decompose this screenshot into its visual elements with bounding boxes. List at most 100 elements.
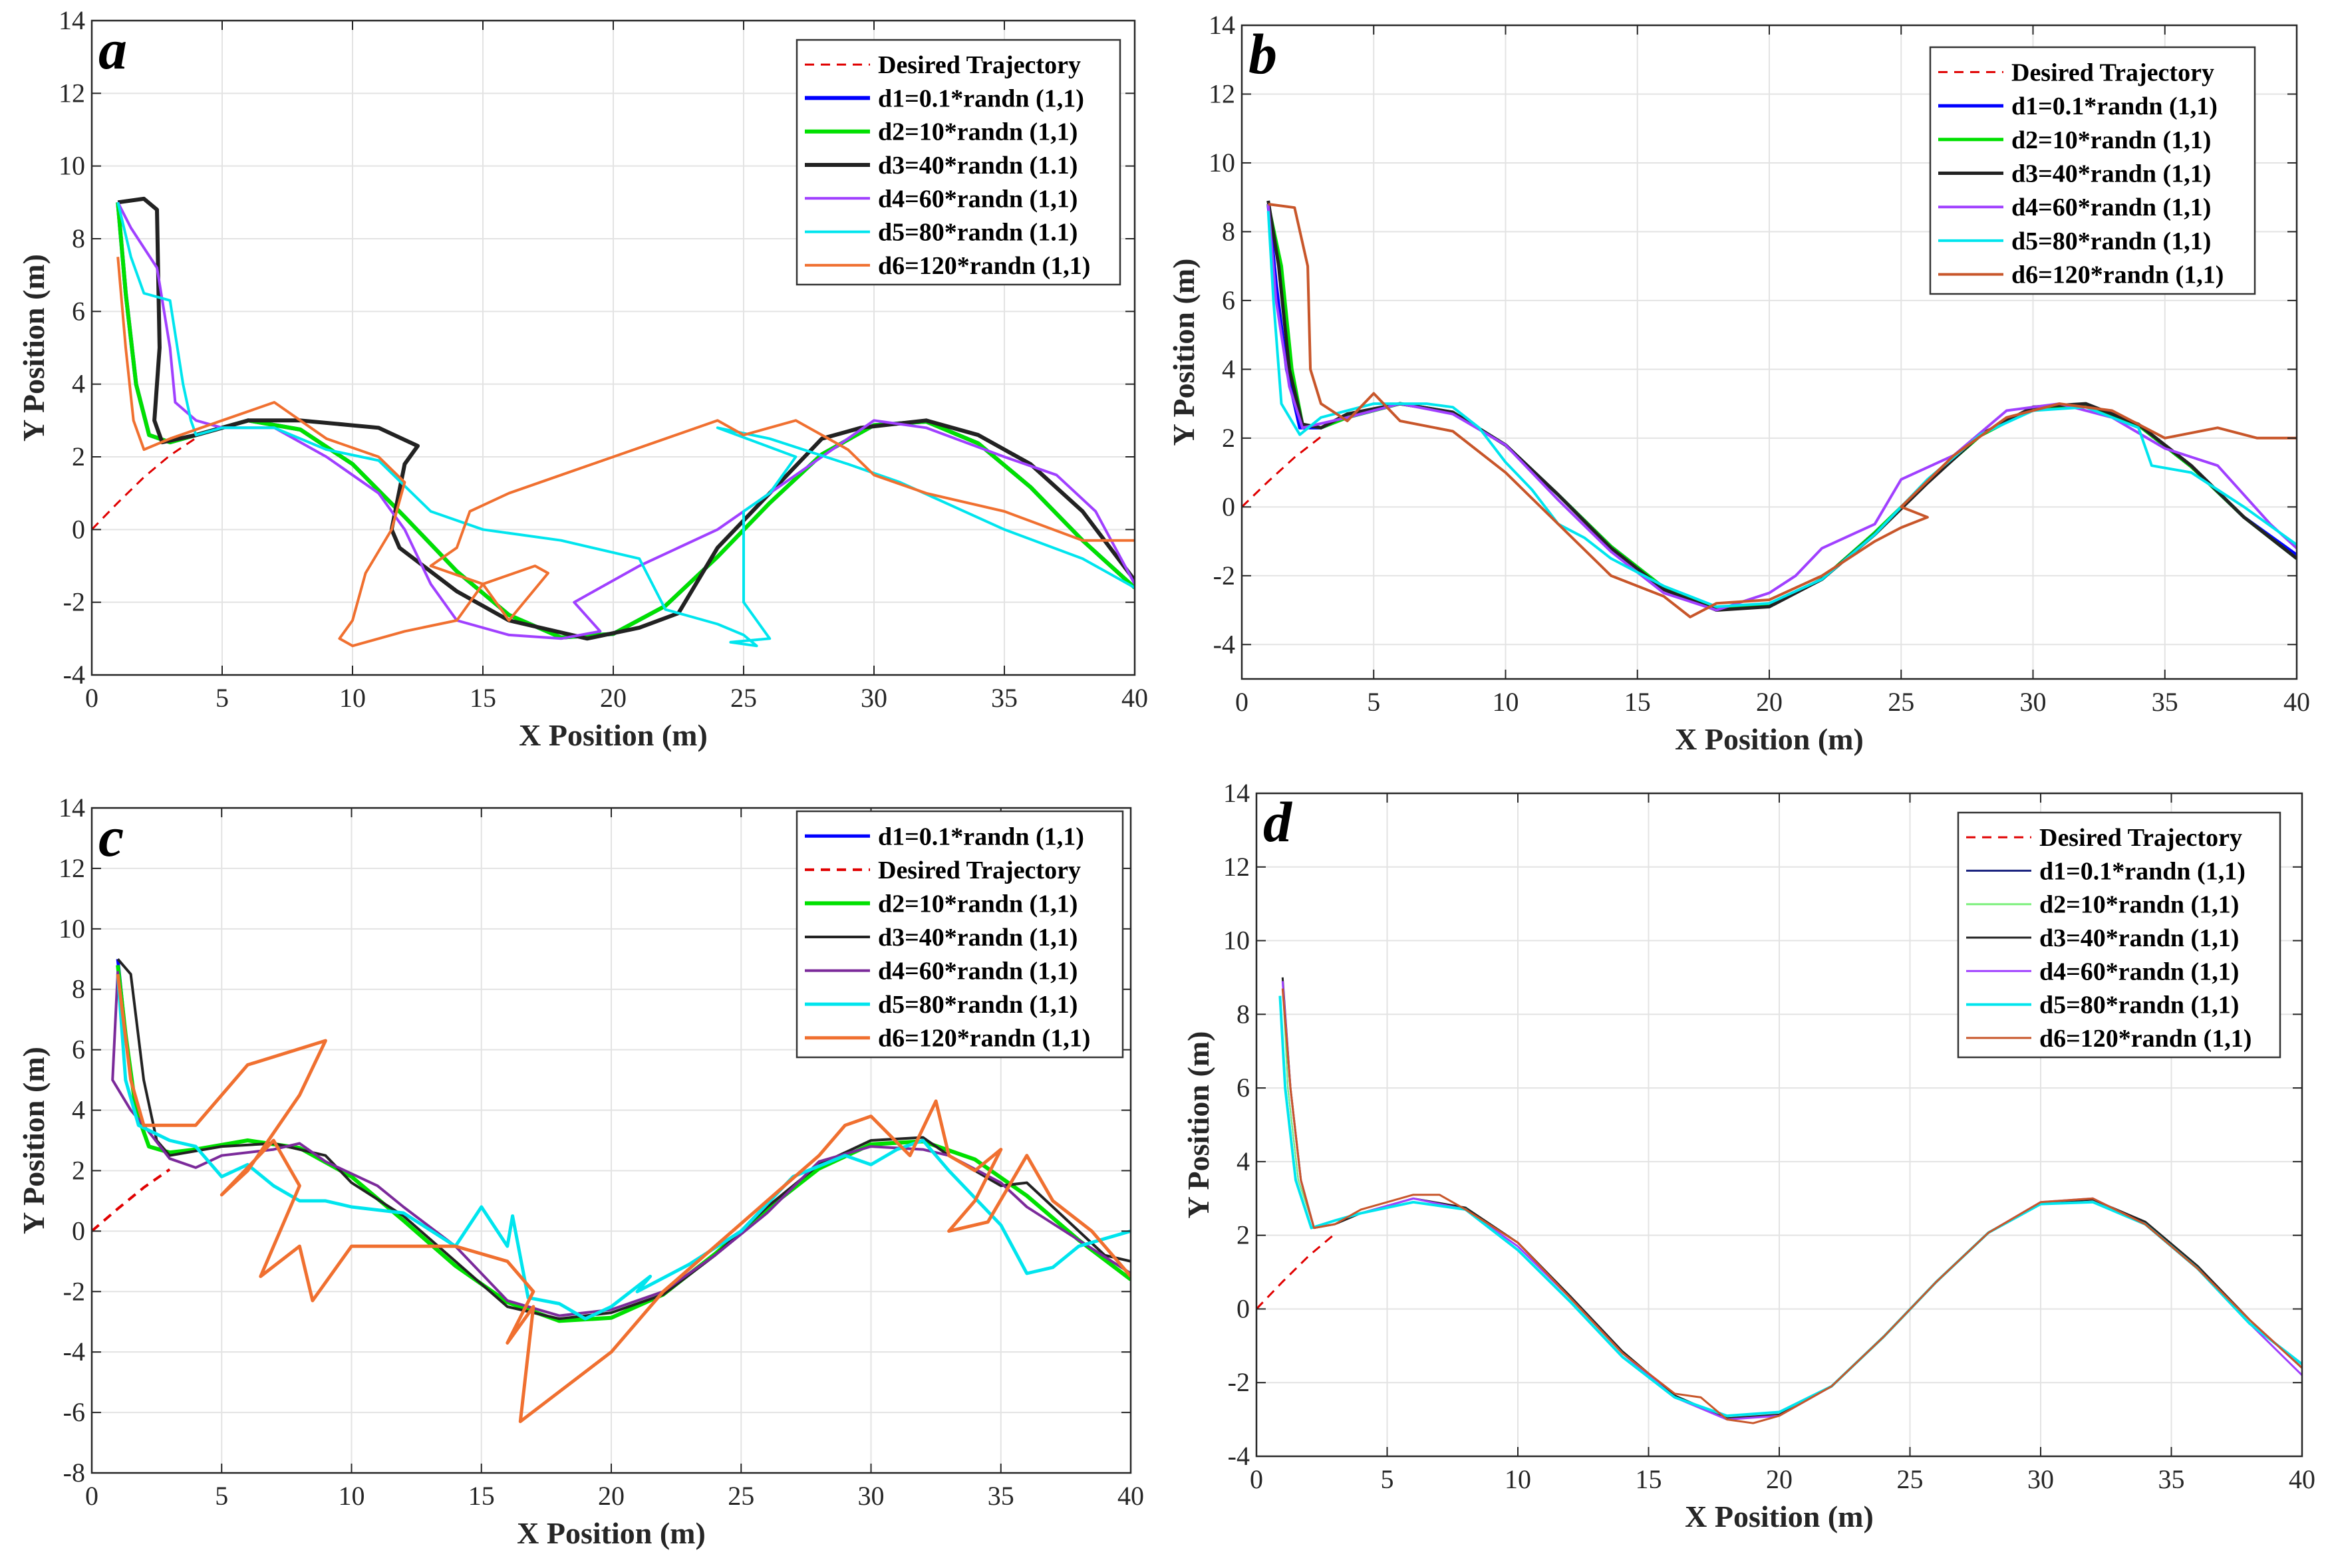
series-line-d5 [116,974,1131,1321]
legend-entry: d3=40*randn (1,1) [2011,160,2211,188]
legend-entry: Desired Trajectory [878,51,1081,79]
x-tick-label: 5 [215,1481,228,1511]
y-tick-label: 10 [1209,148,1235,178]
legend-entry: d6=120*randn (1,1) [2011,261,2224,289]
x-tick-label: 10 [1505,1464,1531,1494]
x-tick-label: 40 [2289,1464,2315,1494]
y-tick-label: 6 [72,1035,85,1065]
x-tick-label: 35 [2158,1464,2185,1494]
series-line-desired-trajectory [92,1168,171,1232]
x-tick-label: 20 [1756,687,1783,717]
x-tick-label: 25 [1897,1464,1924,1494]
y-tick-label: 4 [72,369,85,399]
x-axis-label: X Position (m) [517,1516,706,1550]
legend-entry: d5=80*randn (1,1) [878,991,1078,1019]
y-tick-label: 14 [59,793,85,823]
legend-entry: d4=60*randn (1,1) [878,185,1078,213]
panel-label: a [98,17,127,81]
legend-entry: d1=0.1*randn (1,1) [878,84,1084,112]
y-tick-label: 8 [72,223,85,253]
x-tick-label: 15 [1624,687,1651,717]
x-tick-label: 0 [85,1481,98,1511]
x-tick-label: 35 [991,683,1018,713]
legend-entry: d3=40*randn (1,1) [878,924,1078,952]
legend-entry: d2=10*randn (1,1) [2039,891,2239,919]
y-axis-label: Y Position (m) [1167,259,1201,446]
y-tick-label: 2 [72,442,85,471]
x-tick-label: 5 [1367,687,1380,717]
legend-entry: d2=10*randn (1,1) [878,890,1078,918]
series-line-d3 [116,958,1131,1321]
legend-entry: d4=60*randn (1,1) [2011,194,2211,221]
x-tick-label: 25 [728,1481,754,1511]
legend-entry: d5=80*randn (1.1) [878,219,1078,247]
series-line-d6 [1268,203,2297,618]
y-tick-label: -8 [63,1458,85,1488]
x-tick-label: 10 [1493,687,1519,717]
y-tick-label: 2 [72,1155,85,1185]
legend-entry: d5=80*randn (1,1) [2011,227,2211,255]
y-tick-label: 14 [59,5,85,35]
series-line-d5 [116,201,1135,648]
series-line-d5 [1278,995,2302,1418]
legend-entry: d3=40*randn (1,1) [2039,924,2239,952]
y-tick-label: 14 [1223,778,1250,808]
x-tick-label: 30 [861,683,887,713]
legend-entry: d1=0.1*randn (1,1) [2039,857,2246,885]
y-tick-label: 12 [1209,78,1235,108]
x-tick-label: 40 [1117,1481,1144,1511]
y-tick-label: -2 [1213,561,1235,590]
x-tick-label: 15 [470,683,496,713]
y-tick-label: 4 [1236,1146,1250,1176]
legend-entry: d2=10*randn (1,1) [878,118,1078,146]
legend-entry: d6=120*randn (1,1) [878,252,1090,280]
legend-entry: d4=60*randn (1,1) [2039,958,2239,985]
y-tick-label: 12 [59,853,85,883]
x-tick-label: 20 [1766,1464,1793,1494]
x-tick-label: 15 [1636,1464,1662,1494]
series-line-d6 [116,974,1131,1424]
series-line-desired-trajectory [1242,436,1322,508]
panel-label: b [1248,22,1277,86]
x-tick-label: 0 [85,683,98,713]
y-tick-label: -4 [63,660,85,690]
x-tick-label: 40 [1121,683,1148,713]
y-tick-label: 10 [59,151,85,181]
legend: d1=0.1*randn (1,1) Desired Trajectory d2=1… [796,810,1124,1059]
x-tick-label: 10 [339,683,366,713]
x-tick-label: 25 [730,683,757,713]
x-tick-label: 5 [216,683,229,713]
panel-b: 0 5 10 15 20 25 30 35 40 -4 -2 0 2 4 6 8 10 12 14 X Positio… [1167,10,2310,756]
x-tick-label: 20 [598,1481,625,1511]
y-tick-label: -6 [63,1397,85,1427]
legend-box [796,39,1121,286]
legend-entry: d1=0.1*randn (1,1) [878,823,1084,850]
legend-entry: d4=60*randn (1,1) [878,958,1078,985]
series-line-d5 [1266,211,2297,608]
series-line-d6 [116,257,1135,648]
legend: Desired Trajectory d1=0.1*randn (1,1) d2=1… [1957,811,2281,1059]
x-tick-label: 40 [2283,687,2310,717]
y-tick-label: 8 [1236,999,1250,1029]
y-axis-label: Y Position (m) [17,1047,51,1234]
y-tick-label: -4 [1228,1441,1250,1471]
y-tick-label: 4 [1222,354,1235,384]
series-line-desired-trajectory [92,437,197,531]
x-tick-label: 30 [2027,1464,2054,1494]
x-tick-label: 5 [1381,1464,1394,1494]
y-tick-label: 0 [1222,491,1235,521]
legend-entry: d5=80*randn (1,1) [2039,991,2239,1019]
y-tick-label: -2 [1228,1367,1250,1397]
y-tick-label: 0 [1236,1293,1250,1323]
y-tick-label: -2 [63,1276,85,1306]
x-tick-label: 30 [2020,687,2047,717]
y-tick-label: 8 [1222,216,1235,246]
x-axis-label: X Position (m) [1675,722,1864,756]
y-tick-label: 6 [72,296,85,326]
y-tick-label: 2 [1222,423,1235,453]
legend-entry: d3=40*randn (1.1) [878,152,1078,180]
legend-entry: d6=120*randn (1,1) [878,1025,1090,1053]
y-tick-label: 12 [1223,852,1250,882]
series-line-desired-trajectory [1256,1233,1336,1310]
